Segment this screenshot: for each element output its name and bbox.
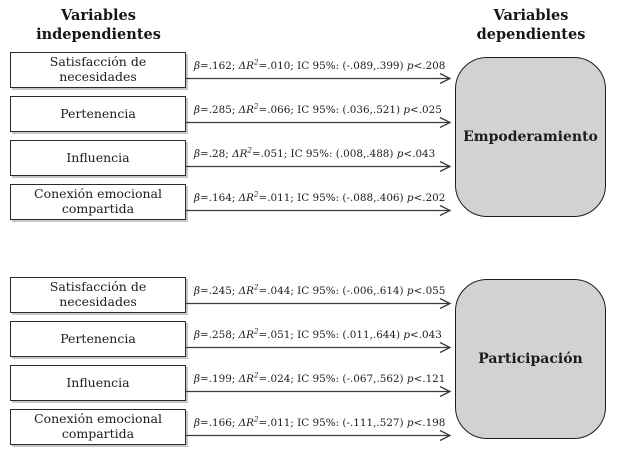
path-stats-label: β=.166; ΔR2=.011; IC 95%: (-.111,.527) p…	[194, 414, 446, 429]
path-row: Satisfacción de necesidades β=.245; ΔR2=.…	[10, 277, 455, 313]
path-stats-label: β=.199; ΔR2=.024; IC 95%: (-.067,.562) p…	[194, 370, 446, 385]
predictor-label: Conexión emocional compartida	[34, 186, 162, 216]
predictor-box: Pertenencia	[10, 96, 186, 132]
arrow-icon	[186, 160, 452, 173]
predictor-label: Conexión emocional compartida	[34, 411, 162, 441]
predictor-box: Pertenencia	[10, 321, 186, 357]
path-stats-label: β=.28; ΔR2=.051; IC 95%: (.008,.488) p<.…	[194, 145, 436, 160]
path-stats-label: β=.245; ΔR2=.044; IC 95%: (-.006,.614) p…	[194, 282, 446, 297]
predictor-label: Influencia	[66, 374, 130, 390]
path-arrow-cell: β=.285; ΔR2=.066; IC 95%: (.036,.521) p<…	[186, 96, 455, 132]
dependent-variable-box: Participación	[455, 279, 606, 439]
path-row: Pertenencia β=.285; ΔR2=.066; IC 95%: (.0…	[10, 96, 455, 132]
predictor-label: Satisfacción de necesidades	[49, 54, 147, 84]
path-arrow-cell: β=.199; ΔR2=.024; IC 95%: (-.067,.562) p…	[186, 365, 455, 401]
path-stats-label: β=.162; ΔR2=.010; IC 95%: (-.089,.399) p…	[194, 57, 446, 72]
path-arrow-cell: β=.258; ΔR2=.051; IC 95%: (.011,.644) p<…	[186, 321, 455, 357]
arrow-icon	[186, 204, 452, 217]
path-arrow-cell: β=.162; ΔR2=.010; IC 95%: (-.089,.399) p…	[186, 52, 455, 88]
path-row: Pertenencia β=.258; ΔR2=.051; IC 95%: (.0…	[10, 321, 455, 357]
predictor-box: Influencia	[10, 140, 186, 176]
path-row: Influencia β=.199; ΔR2=.024; IC 95%: (-.0…	[10, 365, 455, 401]
path-row: Conexión emocional compartida β=.166; ΔR2…	[10, 409, 455, 445]
dependent-variable-box: Empoderamiento	[455, 57, 606, 217]
path-arrow-cell: β=.164; ΔR2=.011; IC 95%: (-.088,.406) p…	[186, 184, 455, 220]
independent-variables-header: Variables independientes	[10, 7, 187, 44]
header-line: Variables	[61, 7, 136, 24]
arrow-icon	[186, 341, 452, 354]
arrow-icon	[186, 297, 452, 310]
predictor-box: Satisfacción de necesidades	[10, 277, 186, 313]
predictor-box: Conexión emocional compartida	[10, 184, 186, 220]
arrow-icon	[186, 72, 452, 85]
arrow-icon	[186, 385, 452, 398]
dependent-variable-label: Participación	[478, 351, 583, 367]
path-stats-label: β=.164; ΔR2=.011; IC 95%: (-.088,.406) p…	[194, 189, 446, 204]
path-stats-label: β=.285; ΔR2=.066; IC 95%: (.036,.521) p<…	[194, 101, 442, 116]
arrow-icon	[186, 116, 452, 129]
predictor-label: Pertenencia	[60, 105, 136, 121]
predictor-box: Influencia	[10, 365, 186, 401]
path-row: Influencia β=.28; ΔR2=.051; IC 95%: (.008…	[10, 140, 455, 176]
predictor-label: Pertenencia	[60, 330, 136, 346]
predictor-box: Satisfacción de necesidades	[10, 52, 186, 88]
predictor-box: Conexión emocional compartida	[10, 409, 186, 445]
path-arrow-cell: β=.28; ΔR2=.051; IC 95%: (.008,.488) p<.…	[186, 140, 455, 176]
dependent-variables-header: Variables dependientes	[455, 7, 607, 44]
path-arrow-cell: β=.245; ΔR2=.044; IC 95%: (-.006,.614) p…	[186, 277, 455, 313]
header-line: independientes	[36, 25, 161, 43]
predictor-label: Satisfacción de necesidades	[49, 279, 147, 309]
header-line: Variables	[493, 7, 569, 24]
arrow-icon	[186, 429, 452, 442]
header-line: dependientes	[476, 25, 586, 43]
path-stats-label: β=.258; ΔR2=.051; IC 95%: (.011,.644) p<…	[194, 326, 442, 341]
path-arrow-cell: β=.166; ΔR2=.011; IC 95%: (-.111,.527) p…	[186, 409, 455, 445]
path-row: Conexión emocional compartida β=.164; ΔR2…	[10, 184, 455, 220]
predictor-rows-group: Satisfacción de necesidades β=.162; ΔR2=.…	[10, 52, 455, 220]
dependent-variable-label: Empoderamiento	[463, 129, 598, 145]
predictor-rows-group: Satisfacción de necesidades β=.245; ΔR2=.…	[10, 277, 455, 445]
path-row: Satisfacción de necesidades β=.162; ΔR2=.…	[10, 52, 455, 88]
predictor-label: Influencia	[66, 149, 130, 165]
